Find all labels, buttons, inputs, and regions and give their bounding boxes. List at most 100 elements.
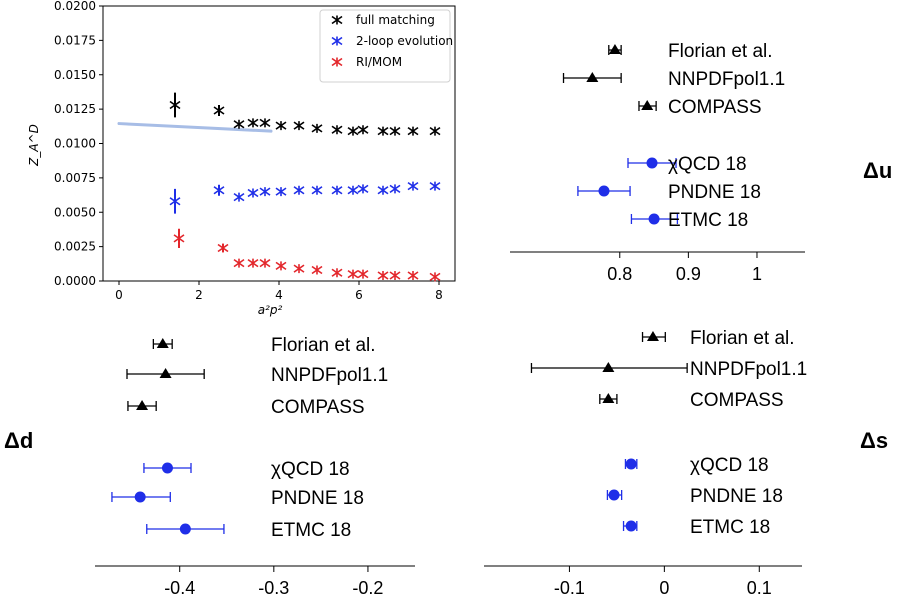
y-tick-label: 0.0175 [54,33,96,47]
y-tick-label: 0.0050 [54,205,96,219]
forest-entry-label: COMPASS [690,390,784,411]
triangle-marker [159,368,172,378]
legend-label: 2-loop evolution [356,34,453,48]
triangle-marker [608,44,621,54]
x-tick-label: 8 [435,288,443,302]
forest-tick-label: 1 [752,264,762,284]
scatter-x-axis-label: a²p² [258,303,283,317]
forest-entry-label: PNDNE 18 [690,486,783,507]
forest-entry: ETMC 18 [630,210,748,231]
forest-entry-label: COMPASS [668,97,762,118]
data-point [357,184,369,194]
data-point [275,121,287,131]
data-point [331,268,343,278]
forest-entry-label: χQCD 18 [668,154,747,175]
forest-tick-label: -0.4 [164,578,195,598]
data-point [357,269,369,279]
forest-entry-label: ETMC 18 [668,210,748,231]
circle-marker [161,462,173,474]
scatter-x-axis: 0 2 4 6 8 [115,281,443,302]
forest-entry: PNDNE 18 [111,488,364,509]
data-point [407,271,419,280]
data-point [247,118,259,128]
fit-line [117,122,273,133]
forest-entry: NNPDFpol1.1 [530,359,807,380]
forest-entry-label: PNDNE 18 [271,488,364,509]
data-point [293,121,305,131]
data-point [347,185,359,195]
forest-tick-label: 0.8 [607,264,632,284]
forest-entry-label: Florian et al. [271,335,376,356]
fit-line-segment [117,122,273,133]
triangle-marker [156,338,169,348]
forest-entry-label: NNPDFpol1.1 [690,359,807,380]
data-point [389,271,401,280]
forest-entry-label: Florian et al. [668,41,773,62]
data-point [275,261,287,271]
triangle-marker [602,393,615,403]
forest-entry: COMPASS [127,397,365,418]
forest-entry-label: ETMC 18 [690,517,770,538]
forest-tick-label: -0.3 [258,578,289,598]
data-point [357,125,369,135]
forest-tick-label: -0.2 [352,578,383,598]
forest-entry: Florian et al. [641,328,795,349]
data-point [429,126,441,136]
data-point [389,184,401,194]
panel-title-delta-s: Δs [860,428,888,453]
data-point [233,192,245,202]
legend-label: RI/MOM [356,55,402,69]
y-tick-label: 0.0100 [54,137,96,151]
forest-entry: PNDNE 18 [577,182,761,203]
forest-entry: ETMC 18 [146,520,351,541]
data-point [407,126,419,136]
series-ri-mom [173,228,441,282]
forest-tick-label: 0.9 [676,264,701,284]
forest-entry: Florian et al. [608,41,773,62]
x-tick-label: 6 [355,288,363,302]
forest-entry-label: ETMC 18 [271,520,351,541]
triangle-marker [586,72,599,82]
data-point [217,243,229,253]
y-tick-label: 0.0000 [54,274,96,288]
forest-panel-delta-u: 0.8 0.9 1 Florian et al. NNPDFpol1.1 COMPASS χ… [510,41,805,284]
forest-entry-label: NNPDFpol1.1 [271,365,388,386]
panel-title-delta-u: Δu [863,158,892,183]
forest-entry: COMPASS [638,97,762,118]
data-point [311,123,323,133]
forest-entry: COMPASS [599,390,784,411]
forest-tick-label: -0.1 [554,578,585,598]
data-point [259,258,271,268]
circle-marker [646,157,658,169]
data-point [233,258,245,268]
legend-entry: 2-loop evolution [331,34,453,48]
triangle-marker [646,331,659,341]
data-point [247,258,259,268]
data-point [259,187,271,197]
data-point [389,126,401,136]
circle-marker [134,491,146,503]
triangle-marker [602,362,615,372]
data-point [347,269,359,279]
scatter-points [169,92,441,282]
legend-entry: RI/MOM [331,55,402,69]
series-2-loop-evolution [169,181,441,214]
data-point [429,272,441,282]
data-point [331,185,343,195]
data-point [311,185,323,195]
data-point [377,185,389,195]
forest-entry-label: COMPASS [271,397,365,418]
forest-entry-label: χQCD 18 [690,455,769,476]
forest-entry: PNDNE 18 [606,486,783,507]
triangle-marker [641,100,654,110]
circle-marker [179,523,191,535]
data-point [275,187,287,197]
x-tick-label: 4 [275,288,283,302]
forest-entry: χQCD 18 [143,459,350,480]
forest-tick-label: 0 [659,578,669,598]
y-tick-label: 0.0150 [54,68,96,82]
forest-entry: ETMC 18 [622,517,770,538]
forest-entry: Florian et al. [152,335,376,356]
data-point [293,264,305,274]
